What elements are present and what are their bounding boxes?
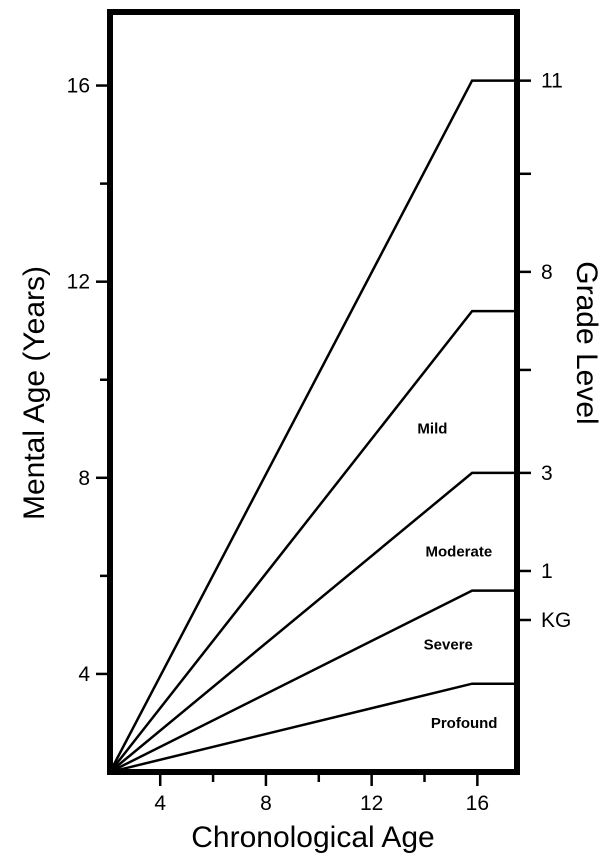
series-line-5 [109,682,517,774]
y2-tick-label: 3 [541,462,553,485]
region-label: Severe [424,636,473,653]
y2-tick-label: 8 [541,261,553,284]
labels-layer: Mild Moderate Severe Profound [417,421,497,732]
region-label: Mild [417,421,447,438]
y-axis-title: Mental Age (Years) [18,266,51,520]
series-layer [108,79,517,774]
y2-tick-label: 1 [541,560,553,583]
y2-tick-label: KG [541,609,571,632]
series-line-4 [109,589,517,774]
y2-axis-title: Grade Level [570,261,603,424]
x-axis-title: Chronological Age [191,821,435,854]
x-tick-label: 4 [154,792,166,815]
region-label: Profound [431,715,498,732]
series-line-1 [108,79,517,773]
y-tick-label: 4 [78,663,90,686]
y-tick-label: 8 [78,467,90,490]
x-tick-label: 12 [360,792,383,815]
x-tick-label: 8 [260,792,272,815]
plot-frame [107,9,520,775]
series-line-3 [109,471,517,773]
ticks-layer: 4 8 12 16 4 8 12 16 11 8 3 1 KG [67,70,572,815]
region-label: Moderate [426,543,493,560]
y-tick-label: 12 [67,271,90,294]
x-tick-label: 16 [466,792,489,815]
series-line-2 [109,309,517,773]
y-tick-label: 16 [67,75,90,98]
y2-tick-label: 11 [541,70,563,93]
